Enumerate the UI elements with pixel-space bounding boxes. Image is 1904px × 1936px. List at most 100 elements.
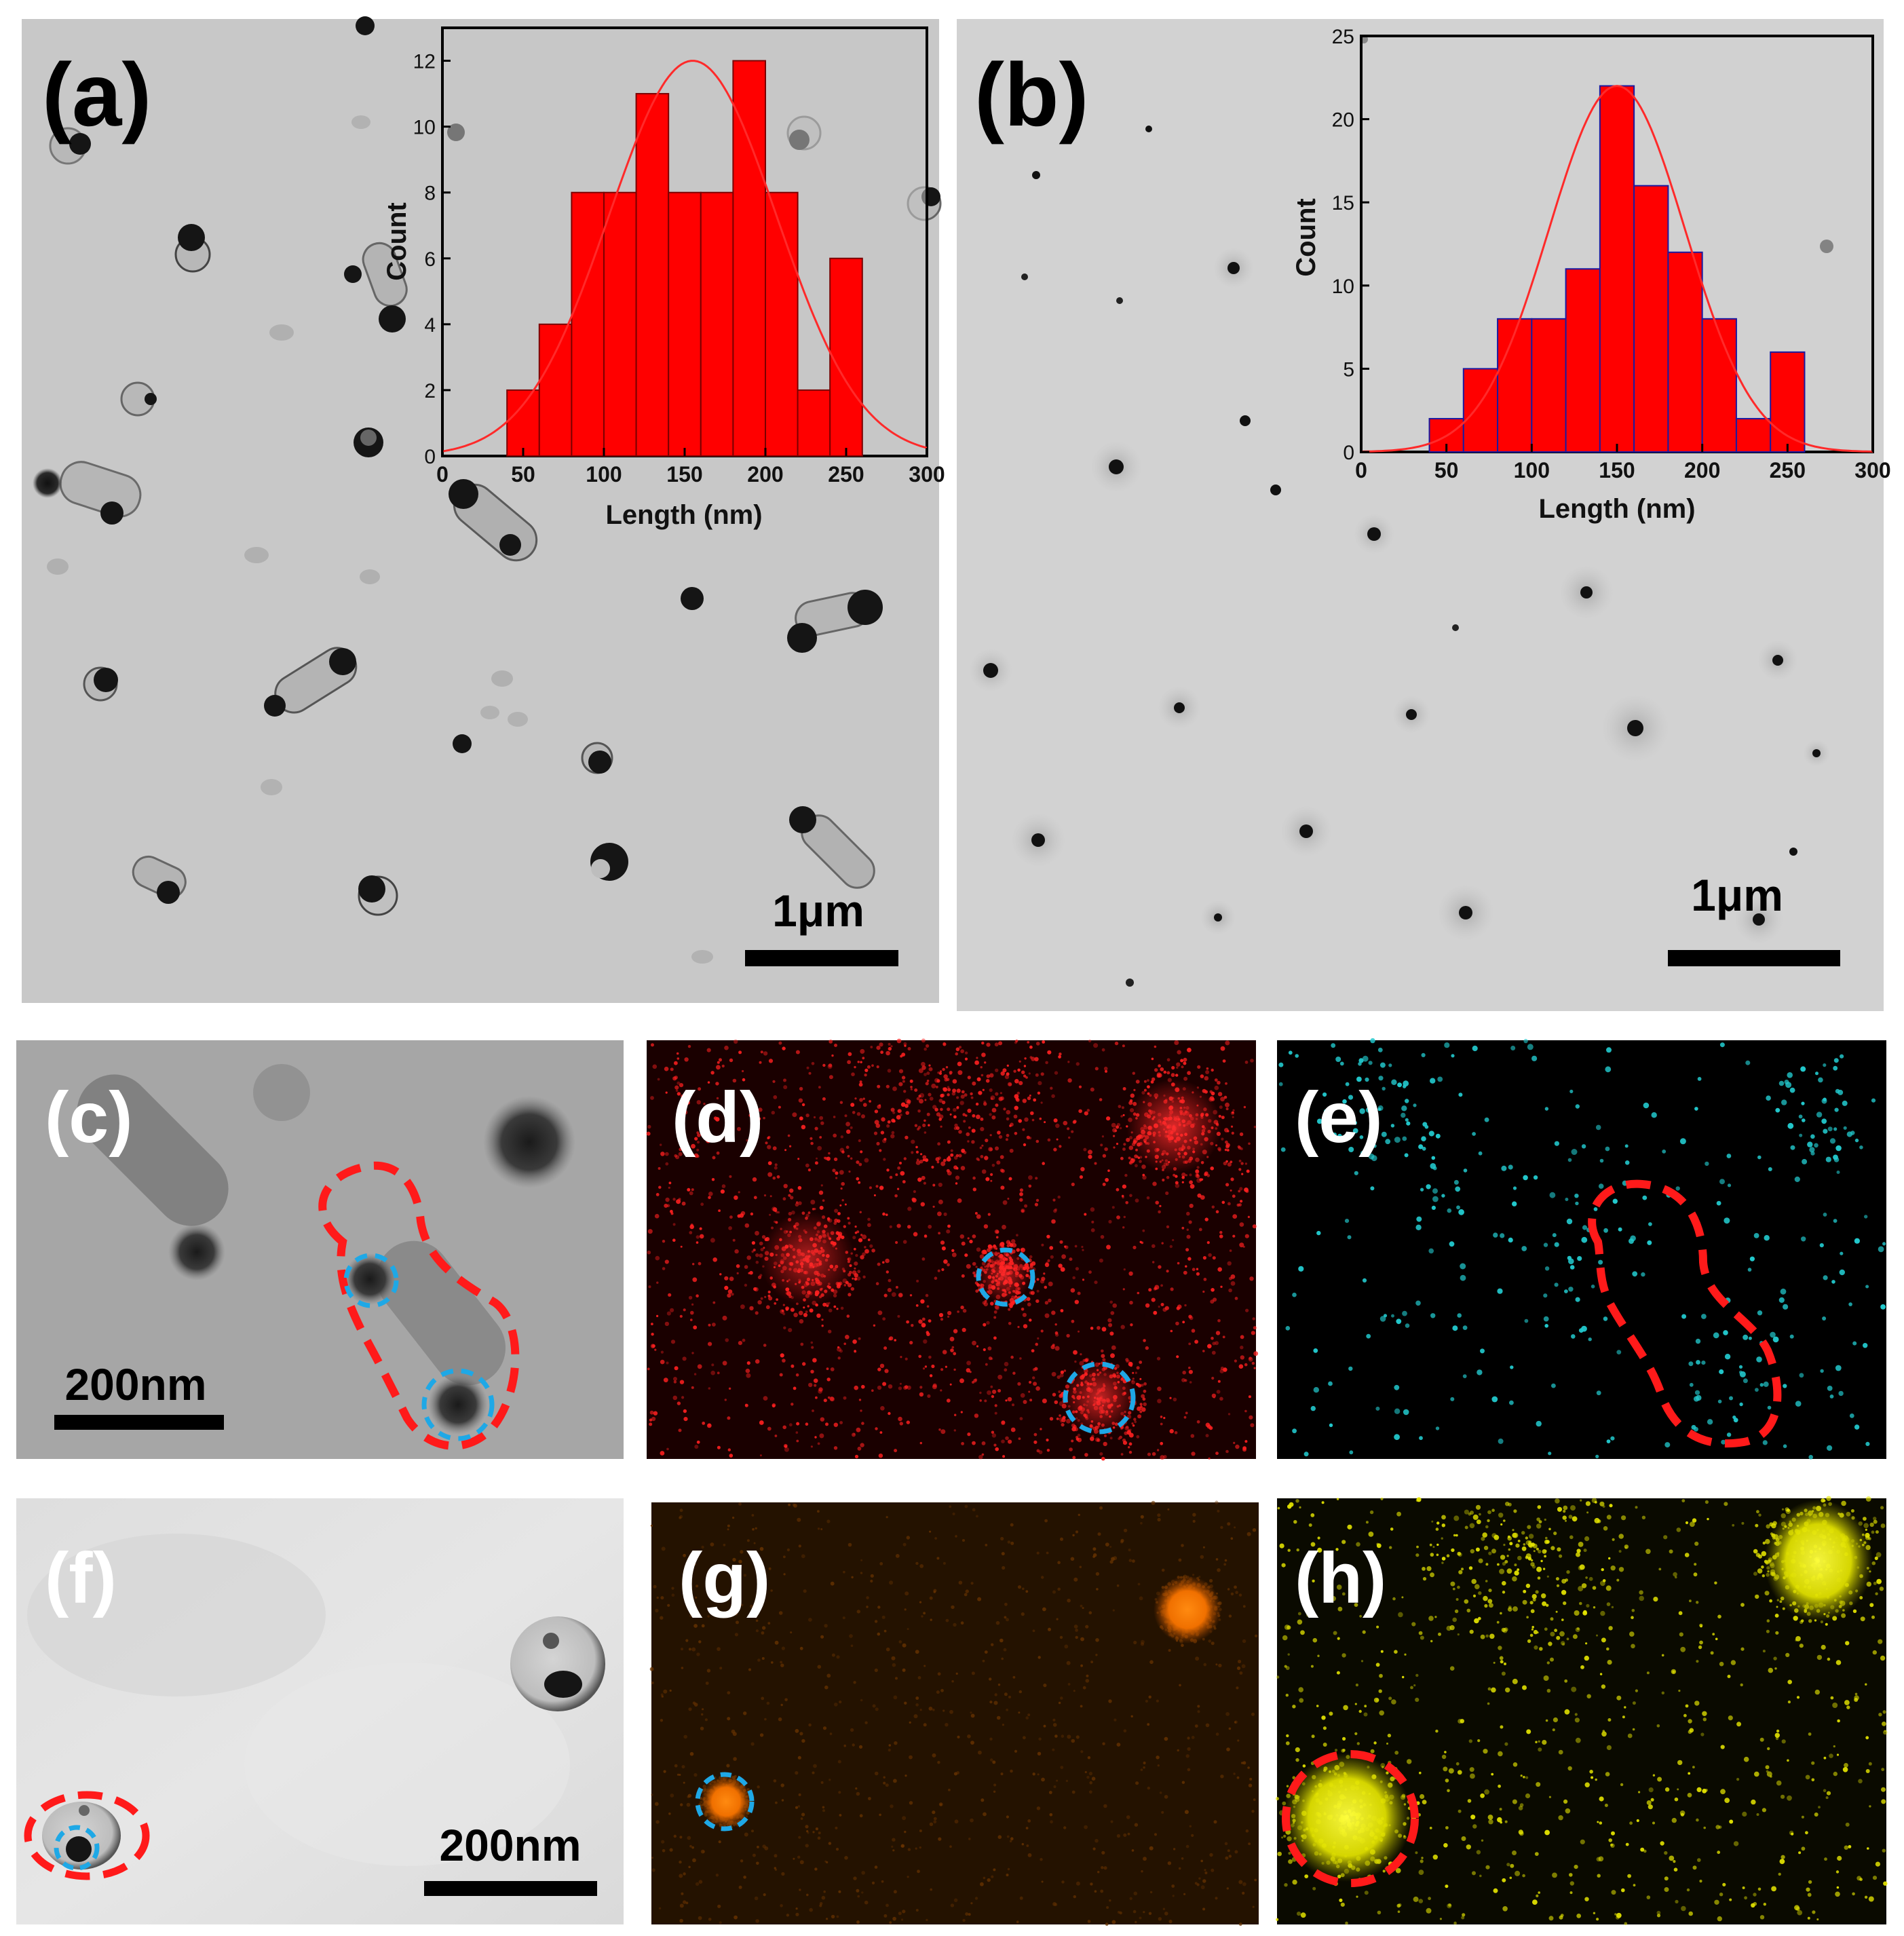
panel-e-label: (e) bbox=[1295, 1078, 1383, 1158]
histogram-bar bbox=[1599, 85, 1635, 453]
blue-dashed-circle bbox=[421, 1368, 495, 1441]
capsule-particle bbox=[449, 479, 538, 562]
dot-particle bbox=[1213, 248, 1254, 288]
histogram-bar bbox=[797, 389, 831, 457]
panel-d-label: (d) bbox=[672, 1078, 763, 1158]
dot-particle bbox=[1240, 415, 1251, 426]
y-tick-label: 2 bbox=[424, 380, 436, 402]
y-tick-label: 20 bbox=[1332, 109, 1354, 132]
histogram-b-y-axis-label: Count bbox=[1291, 198, 1321, 277]
dot-particle bbox=[1090, 441, 1142, 493]
round-particle bbox=[49, 127, 91, 165]
round-particle bbox=[590, 843, 628, 881]
panel-d: (d) bbox=[646, 1038, 1259, 1461]
round-particle bbox=[581, 742, 613, 774]
histogram-bar bbox=[700, 191, 734, 457]
panel-a: 0 50 100 150 200 250 300 0 2 4 6 8 10 12 Length (nm)… bbox=[22, 16, 945, 1003]
panel-a-particles bbox=[33, 16, 942, 964]
panel-c-scale-bar-label: 200nm bbox=[64, 1359, 206, 1409]
round-particle bbox=[42, 1802, 121, 1869]
y-tick-label: 0 bbox=[424, 446, 436, 468]
histogram-a-bars bbox=[506, 60, 863, 457]
x-tick-label: 0 bbox=[1355, 458, 1367, 482]
panel-b: 0 50 100 150 200 250 300 0 5 10 15 20 25 Length (nm… bbox=[957, 19, 1891, 1011]
histogram-b-x-ticks: 0 50 100 150 200 250 300 bbox=[1355, 444, 1891, 482]
histogram-bar bbox=[1735, 417, 1772, 453]
round-particle bbox=[83, 666, 118, 702]
y-tick-label: 8 bbox=[424, 183, 436, 205]
panel-b-scale-bar bbox=[1668, 950, 1840, 966]
y-tick-label: 10 bbox=[413, 117, 436, 139]
dot-particle bbox=[1032, 171, 1040, 179]
histogram-a: 0 50 100 150 200 250 300 0 2 4 6 8 10 12 Length (nm)… bbox=[382, 26, 945, 530]
dot-particle bbox=[1280, 805, 1332, 857]
capsule-particle bbox=[264, 647, 358, 717]
round-particle bbox=[354, 428, 383, 457]
histogram-bar bbox=[1701, 318, 1737, 453]
dot-particle bbox=[1200, 900, 1236, 935]
dot-particle bbox=[1270, 485, 1281, 495]
histogram-bar bbox=[829, 257, 863, 457]
panel-a-label: (a) bbox=[42, 45, 151, 145]
x-tick-label: 200 bbox=[747, 462, 783, 487]
blue-dashed-circle bbox=[695, 1772, 755, 1831]
dot-particle bbox=[1011, 813, 1065, 867]
panel-g: (g) bbox=[649, 1500, 1259, 1926]
capsule-particle bbox=[787, 590, 883, 653]
red-dashed-outline bbox=[318, 1161, 520, 1450]
round-particle bbox=[453, 734, 472, 753]
dot-particle bbox=[1734, 895, 1783, 944]
panel-a-scale-bar-label: 1μm bbox=[772, 886, 864, 936]
histogram-bar bbox=[668, 191, 702, 457]
x-tick-label: 100 bbox=[586, 462, 622, 487]
panel-g-label: (g) bbox=[679, 1538, 770, 1618]
red-dashed-outline bbox=[24, 1791, 150, 1880]
panel-a-scale-bar bbox=[745, 950, 898, 966]
x-tick-label: 100 bbox=[1514, 458, 1550, 482]
histogram-a-x-axis-label: Length (nm) bbox=[605, 500, 762, 530]
dot-particle bbox=[1789, 848, 1797, 856]
blue-dashed-circle bbox=[54, 1825, 100, 1871]
x-tick-label: 150 bbox=[666, 462, 702, 487]
histogram-b-x-axis-label: Length (nm) bbox=[1538, 494, 1695, 524]
x-tick-label: 150 bbox=[1599, 458, 1635, 482]
dot-particle bbox=[1601, 694, 1669, 762]
panel-b-scale-bar-label: 1μm bbox=[1691, 870, 1783, 920]
panel-b-label: (b) bbox=[974, 45, 1089, 145]
red-dashed-circle bbox=[1282, 1750, 1419, 1887]
round-particle bbox=[174, 224, 211, 273]
dot-particle bbox=[1559, 565, 1614, 620]
y-tick-label: 5 bbox=[1343, 358, 1354, 381]
dot-particle bbox=[1126, 979, 1134, 987]
y-tick-label: 0 bbox=[1343, 442, 1354, 464]
red-dashed-outline bbox=[1588, 1179, 1782, 1448]
x-tick-label: 250 bbox=[828, 462, 864, 487]
panel-c: (c) 200nm bbox=[16, 1040, 624, 1459]
x-tick-label: 300 bbox=[1854, 458, 1890, 482]
panel-h-label: (h) bbox=[1295, 1538, 1386, 1618]
y-tick-label: 12 bbox=[413, 51, 436, 73]
blue-dashed-circle bbox=[343, 1253, 399, 1308]
histogram-a-y-axis-label: Count bbox=[382, 202, 412, 281]
dot-particle bbox=[1437, 884, 1494, 941]
x-tick-label: 200 bbox=[1684, 458, 1720, 482]
histogram-b: 0 50 100 150 200 250 300 0 5 10 15 20 25 Length (nm… bbox=[1291, 26, 1891, 524]
histogram-bar bbox=[571, 191, 605, 457]
y-tick-label: 15 bbox=[1332, 192, 1354, 214]
round-particle bbox=[120, 381, 157, 417]
round-particle bbox=[510, 1616, 605, 1711]
histogram-bar bbox=[765, 191, 799, 457]
panel-f-scale-bar-label: 200nm bbox=[439, 1820, 581, 1870]
histogram-bar bbox=[1531, 318, 1567, 453]
panel-f-scale-bar bbox=[424, 1881, 597, 1896]
x-tick-label: 50 bbox=[511, 462, 535, 487]
histogram-bar bbox=[635, 93, 670, 457]
round-particle bbox=[358, 875, 398, 916]
round-particle bbox=[681, 587, 704, 610]
histogram-a-fit-curve bbox=[442, 60, 928, 453]
histogram-bar bbox=[1667, 251, 1703, 453]
panel-f: (f) 200nm bbox=[16, 1498, 624, 1924]
capsule-particle bbox=[132, 855, 187, 904]
dot-particle bbox=[1452, 624, 1459, 631]
